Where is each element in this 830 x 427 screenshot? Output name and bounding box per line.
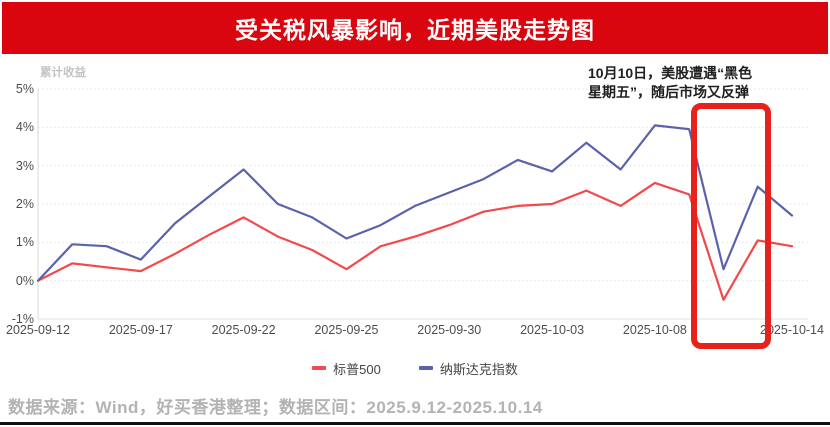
y-tick-label: -1%: [11, 312, 34, 326]
data-source-note: 数据来源：Wind，好买香港整理；数据区间：2025.9.12-2025.10.…: [8, 398, 543, 417]
chart-annotation: 10月10日，美股遭遇“黑色 星期五”，随后市场又反弹: [588, 65, 753, 100]
line-chart: 累计收益 5% 4% 3% 2% 1% 0% -1% 2025-09-12 2025-09-1…: [0, 60, 830, 390]
legend-item-nasdaq: 纳斯达克指数: [418, 359, 518, 378]
legend-label-nasdaq: 纳斯达克指数: [439, 361, 518, 377]
sp500-line-swatch-icon: [312, 366, 327, 370]
bottom-border-line: [0, 422, 830, 425]
x-tick-label: 2025-09-30: [417, 323, 482, 337]
highlight-rectangle: [691, 103, 771, 349]
y-tick-label: 4%: [15, 120, 34, 135]
legend-label-sp500: 标普500: [333, 361, 381, 377]
title-banner: 受关税风暴影响，近期美股走势图: [2, 2, 828, 54]
legend-item-sp500: 标普500: [312, 359, 381, 378]
y-tick-label: 3%: [15, 158, 34, 173]
x-tick-label: 2025-09-17: [108, 323, 173, 337]
x-tick-label: 2025-10-03: [520, 323, 585, 337]
y-axis-title: 累计收益: [40, 67, 86, 79]
y-tick-label: 2%: [15, 197, 34, 211]
x-tick-label: 2025-09-12: [6, 323, 70, 337]
y-tick-label: 5%: [15, 82, 34, 96]
y-tick-label: 1%: [15, 235, 34, 250]
plot-canvas: [36, 88, 808, 320]
x-tick-label: 2025-10-08: [622, 323, 687, 337]
x-tick-label: 2025-09-25: [314, 323, 379, 337]
page-title: 受关税风暴影响，近期美股走势图: [235, 17, 595, 43]
x-tick-label: 2025-09-22: [211, 323, 276, 337]
y-tick-label: 0%: [15, 273, 34, 288]
chart-legend: 标普500 纳斯达克指数: [0, 358, 830, 378]
x-tick-label: 2025-10-14: [760, 323, 824, 337]
nasdaq-line-swatch-icon: [418, 366, 433, 370]
